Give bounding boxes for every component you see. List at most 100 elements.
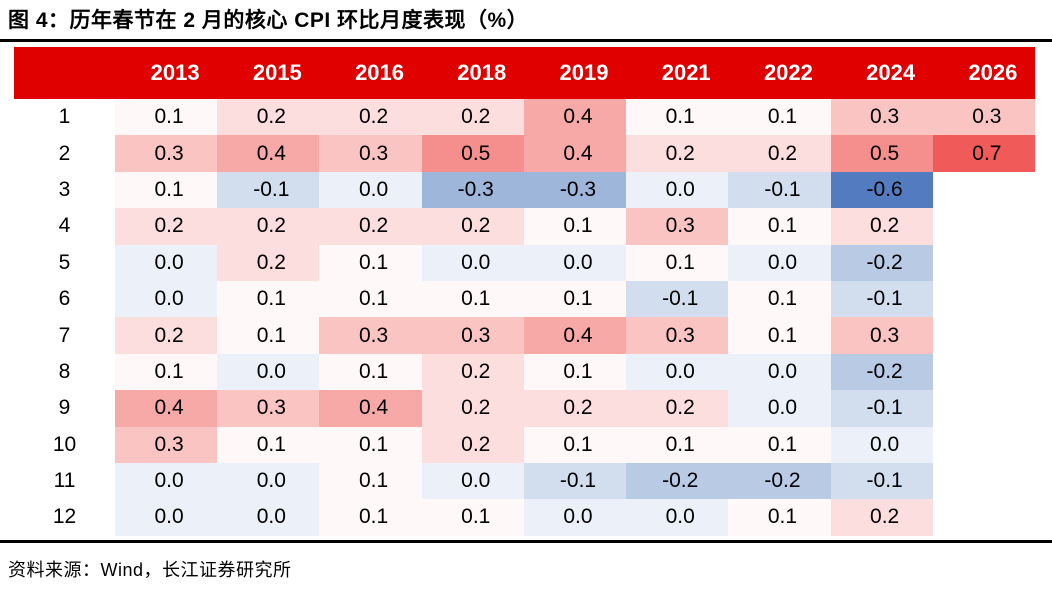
heatmap-cell: -0.1 <box>830 390 933 427</box>
table-row: 6 0.0 0.1 0.1 0.1 0.1 -0.1 0.1 -0.1 <box>14 280 1035 318</box>
heatmap-cell: 0.1 <box>626 426 729 463</box>
heatmap-cell: 0.1 <box>319 280 422 318</box>
heatmap-cell: 0.2 <box>626 135 729 172</box>
year-column-header: 2026 <box>932 47 1035 99</box>
heatmap-cell: 0.4 <box>115 390 218 427</box>
month-row-header: 5 <box>14 244 115 281</box>
heatmap-cell: 0.3 <box>626 317 729 354</box>
heatmap-cell: 0.1 <box>728 280 831 318</box>
heatmap-cell: 0.1 <box>115 99 218 136</box>
heatmap-cell: 0.1 <box>626 99 729 136</box>
heatmap-cell: 0.0 <box>217 353 320 391</box>
year-column-header: 2022 <box>728 47 831 99</box>
heatmap-cell: -0.1 <box>523 462 627 500</box>
heatmap-cell: -0.3 <box>523 171 627 209</box>
heatmap-cell: 0.1 <box>728 208 831 245</box>
bottom-rule-line <box>0 539 1052 543</box>
heatmap-cell: -0.1 <box>217 171 320 209</box>
heatmap-cell <box>932 499 1035 536</box>
heatmap-cell <box>932 462 1035 500</box>
heatmap-cell: 0.2 <box>421 426 524 463</box>
heatmap-cell: 0.0 <box>626 499 729 536</box>
heatmap-cell: 0.1 <box>626 244 729 281</box>
table-row: 10 0.3 0.1 0.1 0.2 0.1 0.1 0.1 0.0 <box>14 426 1035 463</box>
year-column-header: 2016 <box>319 47 422 99</box>
table-row: 9 0.4 0.3 0.4 0.2 0.2 0.2 0.0 -0.1 <box>14 390 1035 427</box>
heatmap-cell: 0.4 <box>523 135 627 172</box>
heatmap-cell: 0.2 <box>523 390 627 427</box>
heatmap-cell: 0.0 <box>421 244 524 281</box>
table-row: 1 0.1 0.2 0.2 0.2 0.4 0.1 0.1 0.3 0.3 <box>14 99 1035 136</box>
heatmap-cell: 0.1 <box>319 462 422 500</box>
heatmap-cell: 0.7 <box>932 135 1035 172</box>
heatmap-cell: -0.2 <box>728 462 831 500</box>
heatmap-cell: -0.6 <box>830 171 933 209</box>
heatmap-cell <box>932 244 1035 281</box>
heatmap-cell: 0.0 <box>830 426 933 463</box>
heatmap-cell: 0.4 <box>319 390 422 427</box>
table-row: 8 0.1 0.0 0.1 0.2 0.1 0.0 0.0 -0.2 <box>14 353 1035 391</box>
heatmap-cell: 0.2 <box>421 208 524 245</box>
heatmap-cell: 0.3 <box>421 317 524 354</box>
figure-title: 图 4：历年春节在 2 月的核心 CPI 环比月度表现（%） <box>8 9 529 32</box>
heatmap-cell: 0.0 <box>728 353 831 391</box>
heatmap-cell: 0.1 <box>523 208 627 245</box>
heatmap-cell: 0.0 <box>523 499 627 536</box>
table-row: 3 0.1 -0.1 0.0 -0.3 -0.3 0.0 -0.1 -0.6 <box>14 171 1035 209</box>
heatmap-cell: 0.4 <box>217 135 320 172</box>
heatmap-cell: 0.1 <box>523 353 627 391</box>
heatmap-cell: 0.2 <box>421 99 524 136</box>
table-row: 7 0.2 0.1 0.3 0.3 0.4 0.3 0.1 0.3 <box>14 317 1035 354</box>
heatmap-cell: 0.2 <box>217 208 320 245</box>
month-row-header: 4 <box>14 208 115 245</box>
heatmap-cell: -0.1 <box>626 280 729 318</box>
year-column-header: 2013 <box>115 47 218 99</box>
table-row: 11 0.0 0.0 0.1 0.0 -0.1 -0.2 -0.2 -0.1 <box>14 462 1035 500</box>
heatmap-cell: 0.1 <box>115 353 218 391</box>
top-rule-line <box>0 39 1052 42</box>
year-column-header: 2019 <box>523 47 627 99</box>
heatmap-cell: 0.0 <box>626 171 729 209</box>
heatmap-cell: 0.2 <box>115 317 218 354</box>
heatmap-cell: 0.0 <box>523 244 627 281</box>
heatmap-cell: 0.0 <box>626 353 729 391</box>
year-column-header: 2021 <box>626 47 729 99</box>
heatmap-cell: -0.2 <box>830 244 933 281</box>
heatmap-cell: 0.4 <box>523 99 627 136</box>
heatmap-cell: 0.3 <box>932 99 1035 136</box>
table-row: 12 0.0 0.0 0.1 0.1 0.0 0.0 0.1 0.2 <box>14 499 1035 536</box>
heatmap-cell: 0.1 <box>421 499 524 536</box>
heatmap-cell <box>932 390 1035 427</box>
heatmap-cell: 0.5 <box>421 135 524 172</box>
header-row: 2013 2015 2016 2018 2019 2021 2022 2024 2026 <box>14 47 1035 99</box>
year-column-header: 2018 <box>421 47 524 99</box>
heatmap-cell: 0.1 <box>728 426 831 463</box>
heatmap-cell: 0.1 <box>728 317 831 354</box>
month-row-header: 8 <box>14 353 115 391</box>
heatmap-cell: 0.1 <box>217 426 320 463</box>
source-note: 资料来源：Wind，长江证券研究所 <box>8 559 292 580</box>
heatmap-cell: 0.0 <box>217 499 320 536</box>
heatmap-cell: 0.1 <box>523 280 627 318</box>
heatmap-cell: 0.0 <box>421 462 524 500</box>
heatmap-cell: 0.3 <box>115 135 218 172</box>
month-row-header: 2 <box>14 135 115 172</box>
heatmap-cell <box>932 317 1035 354</box>
year-column-header: 2024 <box>830 47 933 99</box>
table-row: 2 0.3 0.4 0.3 0.5 0.4 0.2 0.2 0.5 0.7 <box>14 135 1035 172</box>
heatmap-cell: 0.2 <box>728 135 831 172</box>
heatmap-cell: 0.1 <box>728 499 831 536</box>
heatmap-cell: 0.0 <box>217 462 320 500</box>
heatmap-cell <box>932 280 1035 318</box>
heatmap-cell <box>932 171 1035 209</box>
heatmap-cell: 0.0 <box>115 280 218 318</box>
heatmap-cell: 0.0 <box>115 244 218 281</box>
heatmap-cell: 0.3 <box>115 426 218 463</box>
heatmap-cell: 0.2 <box>830 208 933 245</box>
month-row-header: 10 <box>14 426 115 463</box>
heatmap-cell: 0.2 <box>319 99 422 136</box>
heatmap-body: 1 0.1 0.2 0.2 0.2 0.4 0.1 0.1 0.3 0.3 2 0.3 0.4 0.3 0.… <box>14 99 1035 536</box>
table-row: 5 0.0 0.2 0.1 0.0 0.0 0.1 0.0 -0.2 <box>14 244 1035 281</box>
heatmap-cell: 0.0 <box>115 462 218 500</box>
heatmap-cell: 0.3 <box>830 99 933 136</box>
